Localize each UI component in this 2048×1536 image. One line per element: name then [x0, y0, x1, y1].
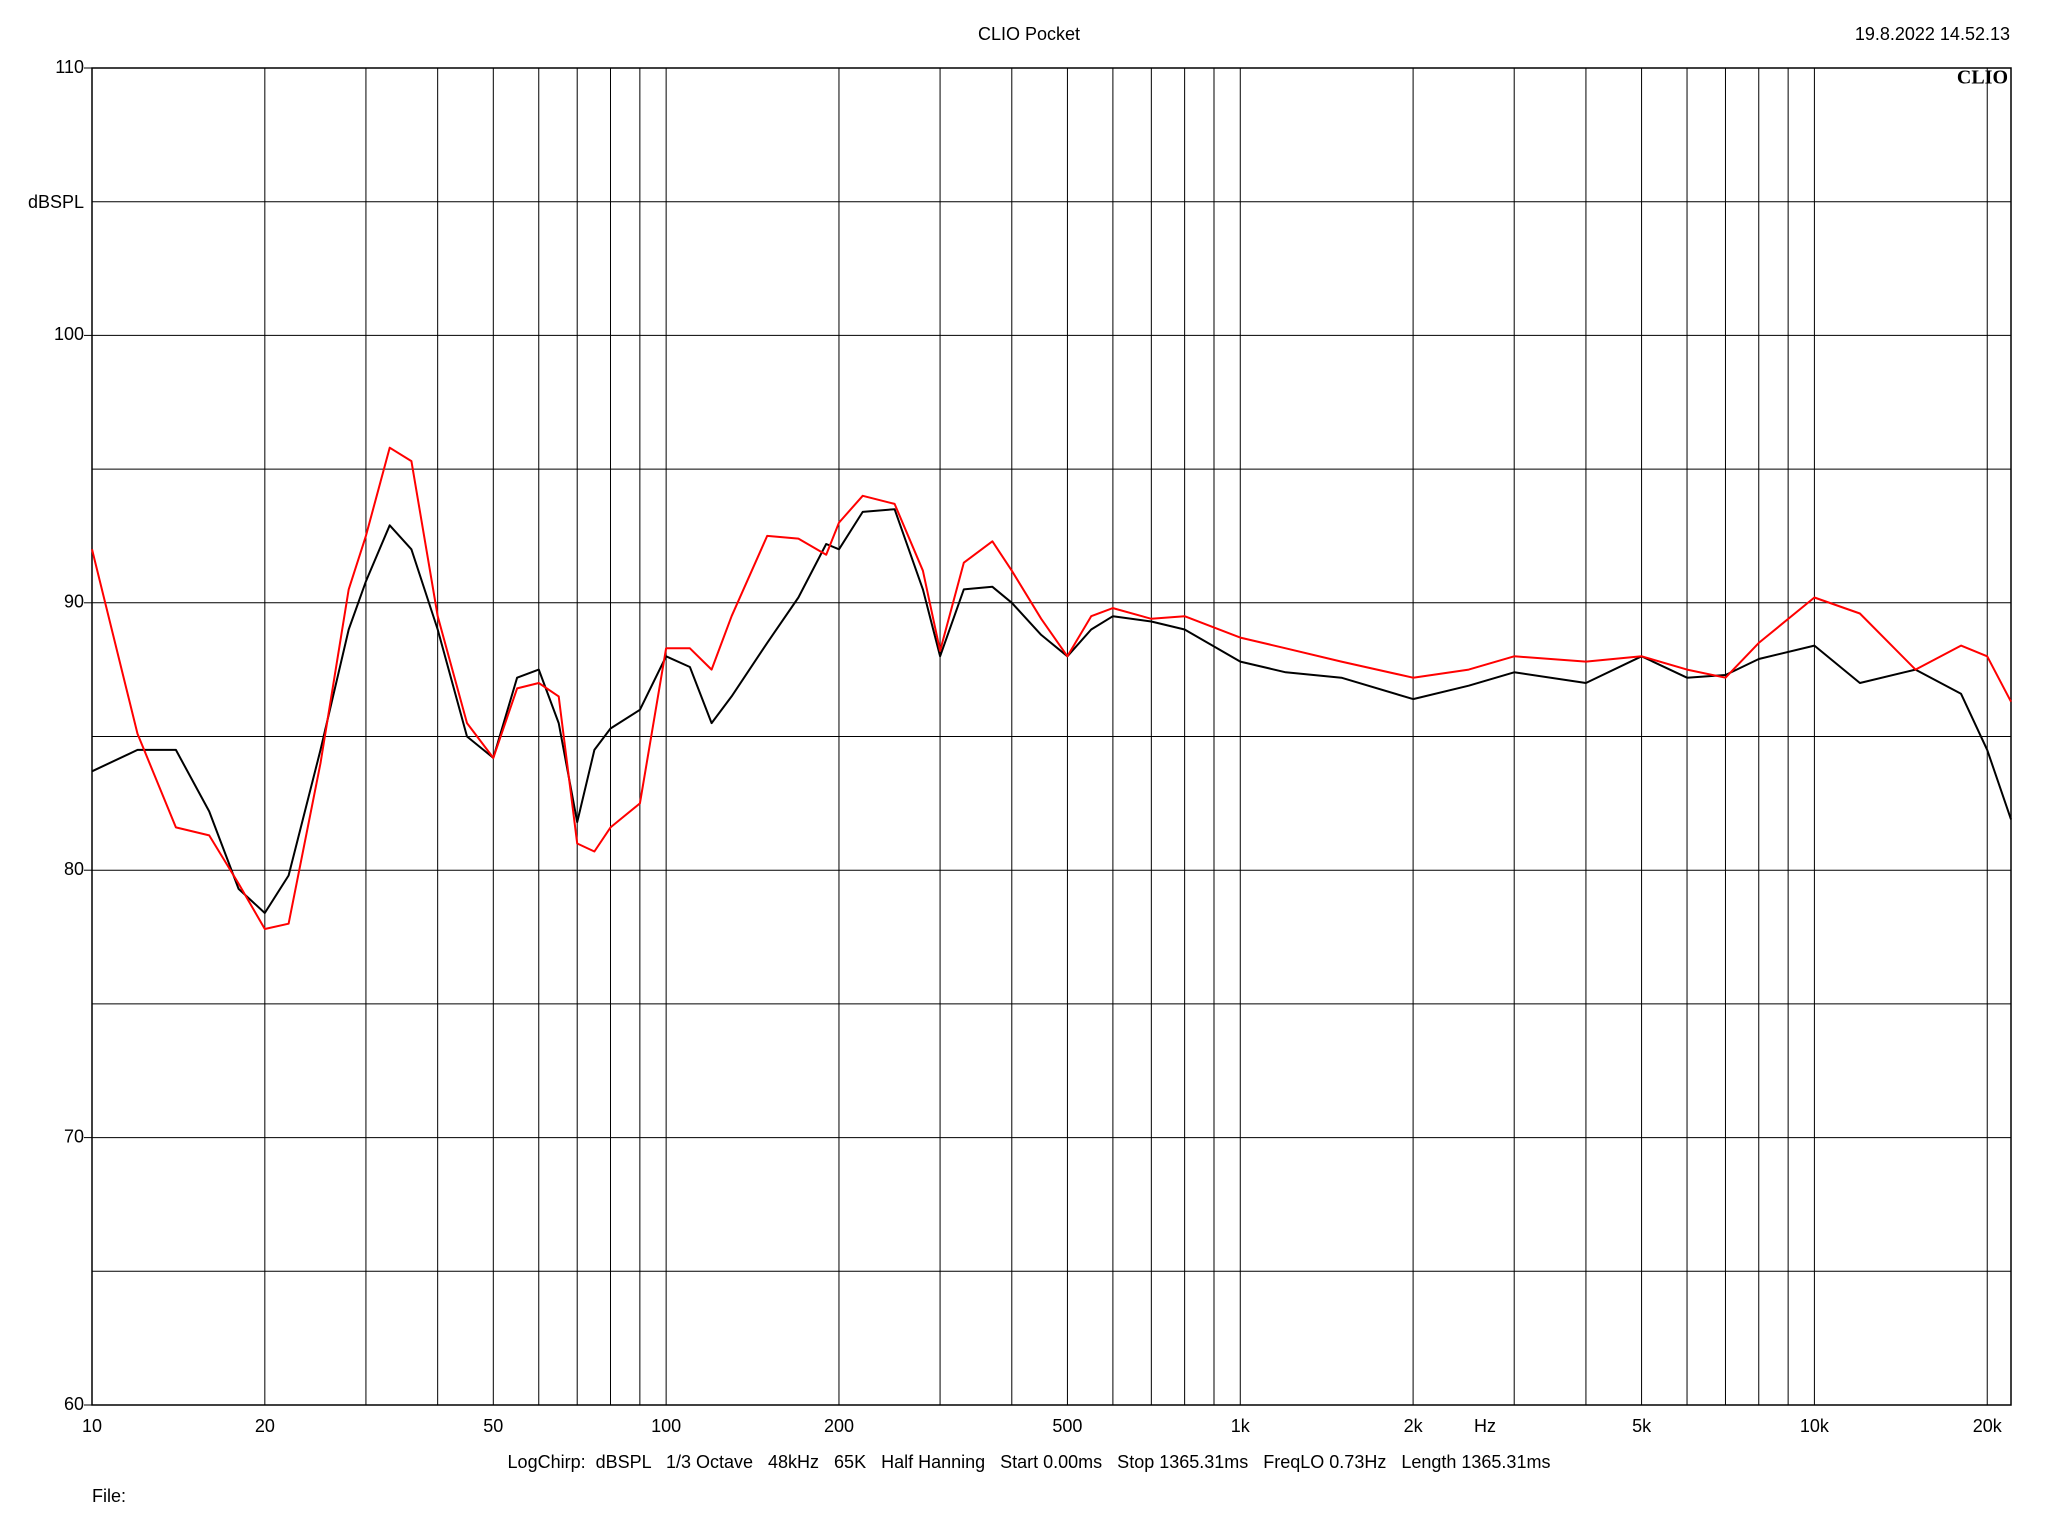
caption: LogChirp: dBSPL 1/3 Octave 48kHz 65K Hal… — [508, 1452, 1551, 1472]
x-tick-label: 20 — [255, 1416, 275, 1436]
x-tick-label: 200 — [824, 1416, 854, 1436]
data-line — [91, 508, 2012, 914]
x-tick-label: 10k — [1800, 1416, 1830, 1436]
y-tick-label: 60 — [64, 1394, 84, 1414]
file-label: File: — [92, 1486, 126, 1506]
y-tick-label: 80 — [64, 859, 84, 879]
x-tick-label: 20k — [1973, 1416, 2003, 1436]
y-tick-label: 110 — [55, 57, 84, 77]
timestamp: 19.8.2022 14.52.13 — [1855, 24, 2010, 44]
x-tick-label: 500 — [1052, 1416, 1082, 1436]
x-tick-label: 10 — [82, 1416, 102, 1436]
x-axis-label: Hz — [1474, 1416, 1496, 1436]
chart-title: CLIO Pocket — [978, 24, 1080, 44]
logo: CLIO — [1957, 67, 2008, 89]
y-tick-label: 100 — [54, 324, 84, 344]
x-tick-label: 1k — [1231, 1416, 1251, 1436]
x-tick-label: 50 — [483, 1416, 503, 1436]
plot-frame — [91, 67, 2012, 1406]
x-tick-label: 5k — [1632, 1416, 1652, 1436]
x-tick-label: 100 — [651, 1416, 681, 1436]
y-tick-label: 70 — [64, 1126, 84, 1146]
y-tick-label: 90 — [64, 592, 84, 612]
y-axis-label: dBSPL — [28, 192, 84, 212]
data-line — [91, 446, 2012, 930]
x-tick-label: 2k — [1404, 1416, 1424, 1436]
